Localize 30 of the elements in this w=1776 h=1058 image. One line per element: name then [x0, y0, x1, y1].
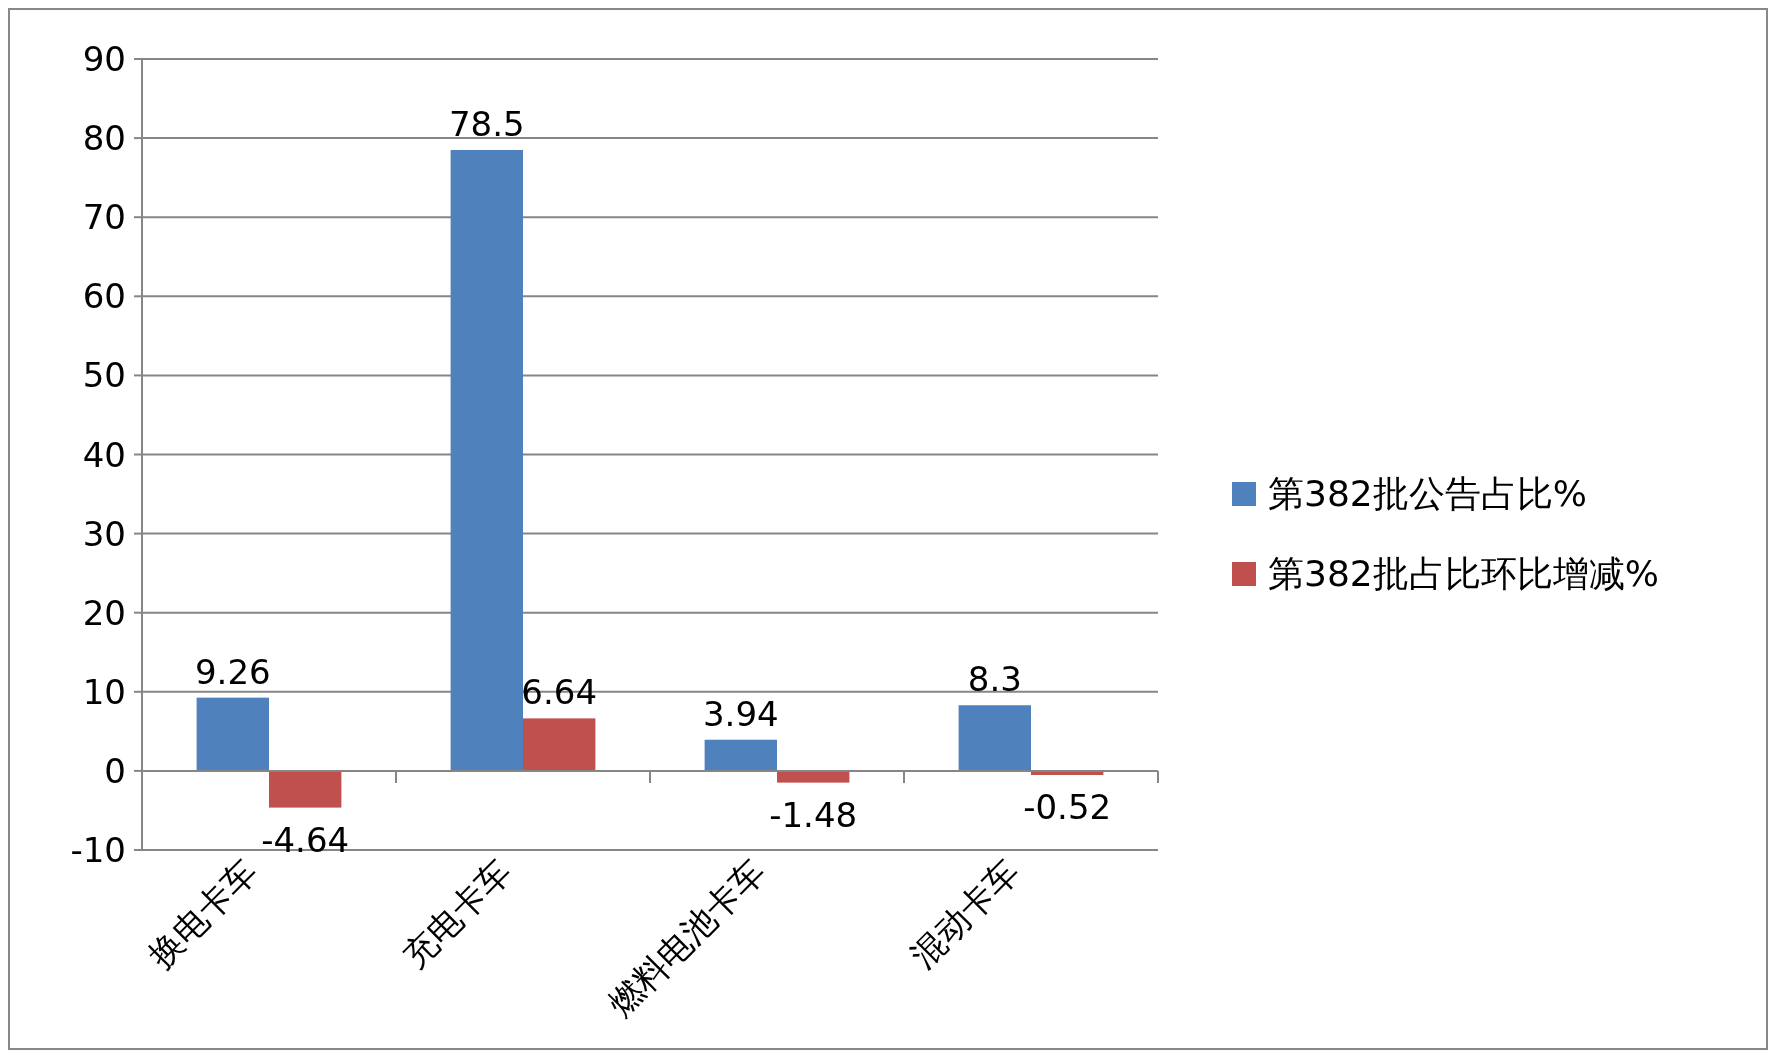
- bar: [269, 770, 342, 808]
- y-tick-label: 90: [82, 39, 126, 79]
- legend-label: 第382批公告占比%: [1268, 473, 1587, 514]
- bar: [777, 770, 850, 783]
- y-tick-label: -10: [70, 830, 126, 870]
- y-tick-label: 50: [82, 355, 126, 396]
- data-label: 9.26: [194, 651, 271, 692]
- x-tick-label: 燃料电池卡车: [600, 851, 773, 1024]
- y-tick-label: 40: [82, 434, 126, 475]
- y-tick-label: 30: [82, 513, 126, 554]
- bar: [523, 718, 596, 771]
- bar: [196, 697, 269, 771]
- x-tick-label: 充电卡车: [394, 851, 519, 976]
- data-label: 3.94: [702, 693, 779, 734]
- bar: [958, 705, 1031, 771]
- y-tick-label: 0: [104, 750, 126, 791]
- y-tick-label: 10: [82, 671, 126, 712]
- y-tick-label: 70: [82, 197, 126, 238]
- y-tick-label: 80: [82, 118, 126, 159]
- bar: [450, 149, 523, 771]
- legend-label: 第382批占比环比增减%: [1268, 553, 1659, 594]
- bar: [704, 739, 777, 771]
- y-tick-label: 60: [82, 276, 126, 317]
- x-tick-label: 混动卡车: [902, 851, 1027, 976]
- y-tick-label: 20: [82, 592, 126, 633]
- data-label: 78.5: [448, 103, 525, 144]
- data-label: 8.3: [967, 659, 1022, 700]
- data-label: -1.48: [769, 794, 858, 835]
- data-label: 6.64: [521, 672, 598, 713]
- data-label: -0.52: [1023, 787, 1112, 828]
